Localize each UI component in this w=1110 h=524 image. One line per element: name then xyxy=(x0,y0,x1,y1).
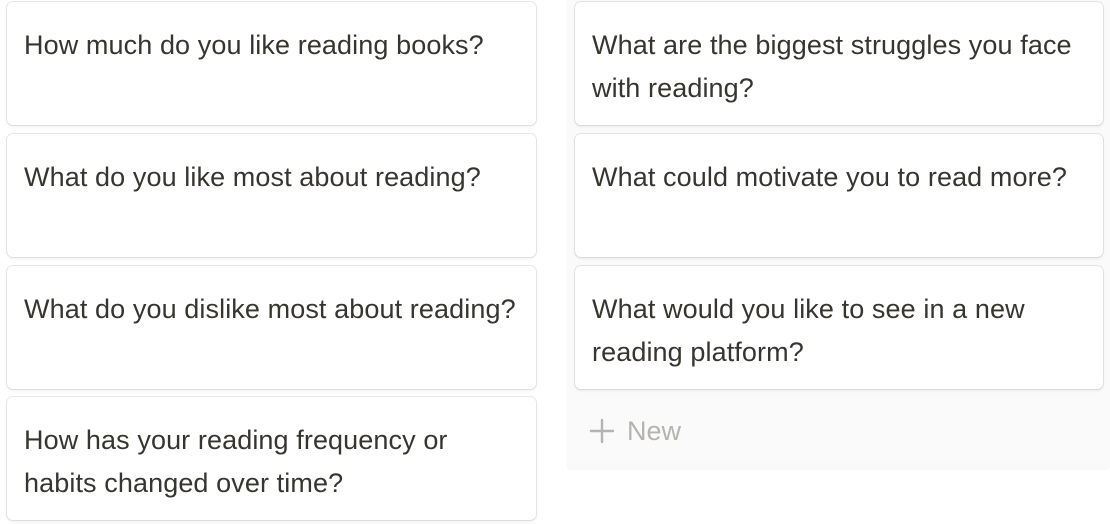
card-title: What would you like to see in a new read… xyxy=(592,294,1025,367)
card-title: What could motivate you to read more? xyxy=(592,162,1067,192)
card-title: How has your reading frequency or habits… xyxy=(24,425,448,498)
board-card[interactable]: What do you dislike most about reading? xyxy=(7,266,536,389)
card-title: What are the biggest struggles you face … xyxy=(592,30,1072,103)
card-title: What do you dislike most about reading? xyxy=(24,294,516,324)
card-title: How much do you like reading books? xyxy=(24,30,484,60)
board-card[interactable]: What do you like most about reading? xyxy=(7,134,536,257)
board-card[interactable]: What would you like to see in a new read… xyxy=(575,266,1103,389)
board-card[interactable]: How much do you like reading books? xyxy=(7,2,536,125)
plus-icon xyxy=(589,418,615,444)
board-card[interactable]: What are the biggest struggles you face … xyxy=(575,2,1103,125)
board-card[interactable]: How has your reading frequency or habits… xyxy=(7,397,536,520)
board-card[interactable]: What could motivate you to read more? xyxy=(575,134,1103,257)
board-column-2: What are the biggest struggles you face … xyxy=(566,0,1110,470)
card-title: What do you like most about reading? xyxy=(24,162,481,192)
new-card-button[interactable]: New xyxy=(575,405,681,457)
new-card-label: New xyxy=(627,415,682,446)
